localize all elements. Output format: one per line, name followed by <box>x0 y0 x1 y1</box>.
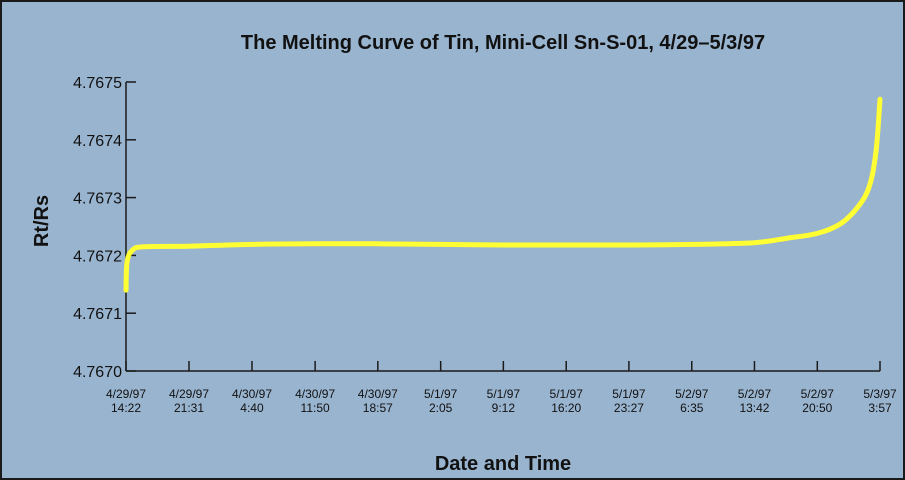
y-tick-label: 4.7671 <box>73 306 122 323</box>
x-tick-date: 4/29/97 <box>169 387 209 401</box>
x-tick-date: 4/30/97 <box>358 387 398 401</box>
x-tick-time: 11:50 <box>301 401 330 415</box>
x-tick-time: 20:50 <box>802 401 832 415</box>
x-tick-label: 5/2/97 20:50 <box>801 387 835 415</box>
x-tick-label: 4/30/97 4:40 <box>232 387 272 415</box>
x-tick-time: 6:35 <box>680 401 704 415</box>
y-tick-label: 4.7672 <box>73 248 122 265</box>
x-axis-ticks: 4/29/97 14:224/29/97 21:314/30/97 4:404/30/… <box>106 361 897 415</box>
x-tick-label: 4/30/97 18:57 <box>358 387 398 415</box>
y-tick-label: 4.7670 <box>73 364 122 381</box>
x-tick-date: 5/2/97 <box>675 387 709 401</box>
x-tick-date: 4/30/97 <box>295 387 335 401</box>
x-tick-date: 5/1/97 <box>612 387 646 401</box>
x-tick-time: 21:31 <box>174 401 204 415</box>
x-tick-time: 13:42 <box>739 401 769 415</box>
y-axis-title: Rt/Rs <box>31 195 53 247</box>
x-tick-time: 14:22 <box>111 401 141 415</box>
x-tick-label: 4/29/97 21:31 <box>169 387 209 415</box>
x-tick-date: 5/1/97 <box>550 387 584 401</box>
x-tick-time: 9:12 <box>492 401 516 415</box>
x-tick-label: 5/2/97 6:35 <box>675 387 709 415</box>
x-tick-time: 23:27 <box>614 401 644 415</box>
x-tick-label: 4/30/97 11:50 <box>295 387 335 415</box>
series-line <box>123 96 883 293</box>
x-tick-date: 5/3/97 <box>863 387 897 401</box>
y-tick-label: 4.7674 <box>73 133 122 150</box>
x-tick-time: 3:57 <box>868 401 892 415</box>
x-tick-label: 5/1/97 2:05 <box>424 387 458 415</box>
y-tick-label: 4.7673 <box>73 191 122 208</box>
x-tick-date: 5/2/97 <box>738 387 772 401</box>
x-tick-time: 2:05 <box>429 401 453 415</box>
y-tick-label: 4.7675 <box>73 75 122 92</box>
x-tick-date: 5/2/97 <box>801 387 835 401</box>
x-tick-label: 4/29/97 14:22 <box>106 387 146 415</box>
x-tick-time: 18:57 <box>363 401 393 415</box>
x-tick-label: 5/1/97 9:12 <box>487 387 521 415</box>
x-tick-time: 16:20 <box>551 401 581 415</box>
x-tick-time: 4:40 <box>240 401 264 415</box>
x-tick-date: 4/29/97 <box>106 387 146 401</box>
x-tick-label: 5/1/97 23:27 <box>612 387 646 415</box>
x-tick-date: 5/1/97 <box>424 387 458 401</box>
y-axis-ticks: 4.7670 4.7671 4.7672 4.7673 4.7674 4.7675 <box>73 75 136 381</box>
x-tick-label: 5/2/97 13:42 <box>738 387 772 415</box>
x-tick-date: 5/1/97 <box>487 387 521 401</box>
x-tick-date: 4/30/97 <box>232 387 272 401</box>
chart-title: The Melting Curve of Tin, Mini-Cell Sn-S… <box>241 32 765 54</box>
x-axis-title: Date and Time <box>435 453 571 475</box>
x-tick-label: 5/3/97 3:57 <box>863 387 897 415</box>
x-tick-label: 5/1/97 16:20 <box>550 387 584 415</box>
